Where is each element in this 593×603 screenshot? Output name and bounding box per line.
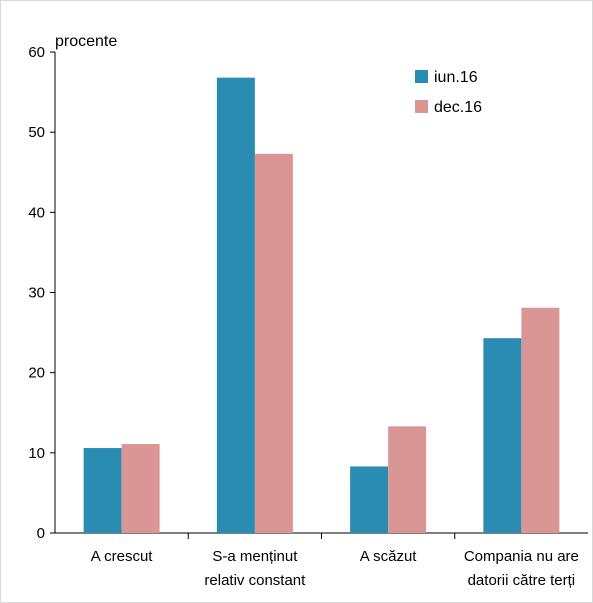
bar [83,448,122,533]
y-tick-label: 30 [28,285,45,302]
y-tick-label: 60 [28,44,45,61]
category-label: datorii către terți [468,572,576,589]
labels: 0 10 20 30 40 50 60 procente A crescut S-a mențin… [28,33,579,589]
bar [216,77,255,534]
bar [254,153,293,534]
legend-swatch [415,70,428,83]
bar [388,426,427,533]
legend-label: dec.16 [434,99,482,116]
category-label: A scăzut [360,548,418,565]
category-label: A crescut [91,548,154,565]
legend-label: iun.16 [434,69,478,86]
bar [350,466,389,533]
y-tick-label: 40 [28,204,45,221]
bar [521,307,560,533]
legend: iun.16 dec.16 [415,69,482,116]
y-tick-label: 10 [28,445,45,462]
category-label: S-a menținut [212,548,298,565]
legend-swatch [415,100,428,113]
bar [483,338,522,533]
category-label: Compania nu are [464,548,579,565]
y-axis-unit-label: procente [55,33,117,50]
y-tick-label: 20 [28,365,45,382]
bars [83,77,560,534]
y-tick-label: 50 [28,124,45,141]
y-tick-label: 0 [37,525,45,542]
bar [121,444,160,533]
category-label: relativ constant [204,572,306,589]
